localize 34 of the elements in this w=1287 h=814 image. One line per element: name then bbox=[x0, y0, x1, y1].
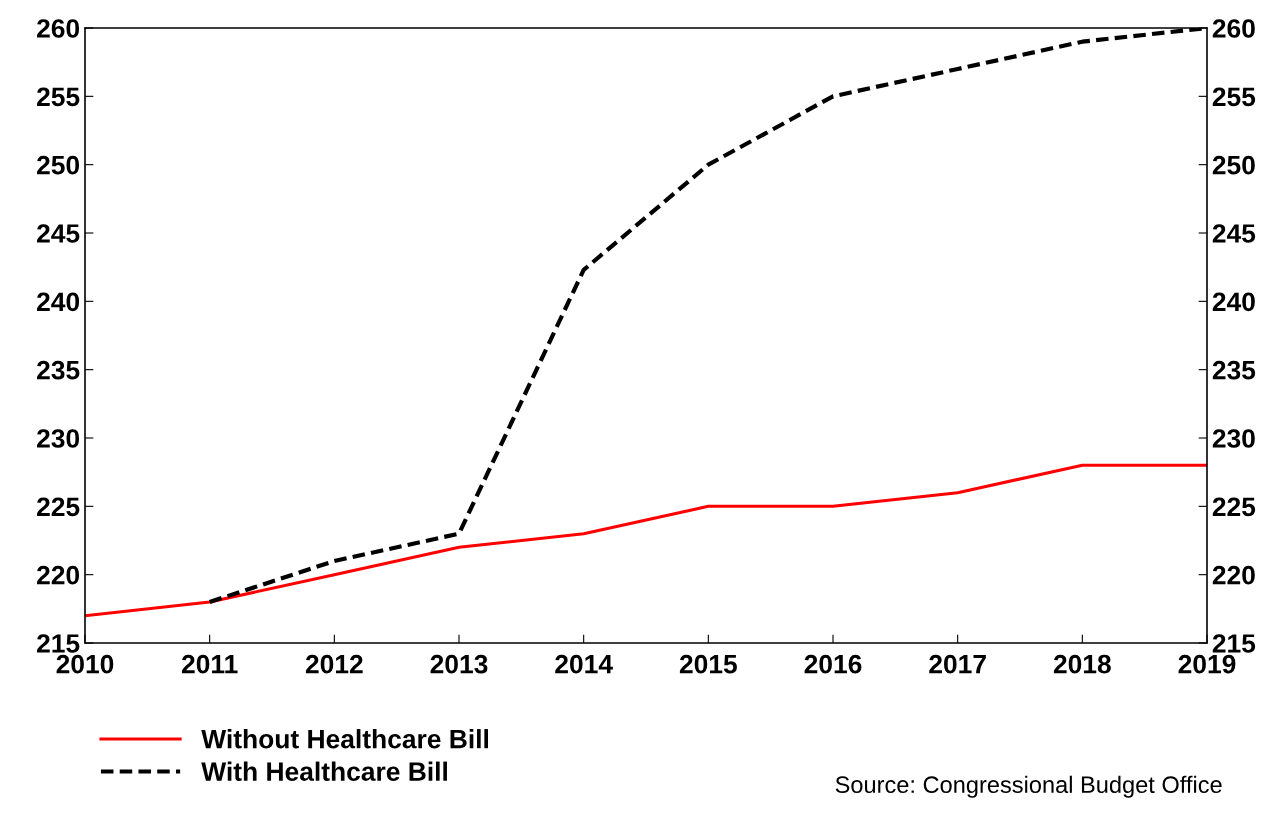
y2-tick-label: 245 bbox=[1212, 224, 1256, 243]
x-tick-label: 2019 bbox=[1178, 654, 1236, 674]
y-tick-label: 215 bbox=[37, 634, 80, 653]
x-tick-label: 2017 bbox=[929, 654, 986, 674]
y-tick-label: 255 bbox=[37, 87, 80, 107]
y-tick-label: 230 bbox=[37, 429, 80, 448]
y2-tick-label: 260 bbox=[1212, 19, 1255, 38]
source-note: Source: Congressional Budget Office bbox=[835, 775, 1222, 798]
y2-tick-label: 225 bbox=[1212, 497, 1256, 517]
x-tick-label: 2014 bbox=[555, 654, 613, 674]
legend-label: Without Healthcare Bill bbox=[201, 729, 488, 749]
x-tick-label: 2012 bbox=[305, 654, 363, 674]
y2-tick-label: 250 bbox=[1212, 155, 1255, 175]
y-tick-label: 240 bbox=[37, 292, 80, 312]
y-tick-label: 250 bbox=[37, 155, 80, 175]
x-tick-label: 2011 bbox=[181, 654, 238, 674]
x-tick-label: 2015 bbox=[679, 654, 737, 674]
y-tick-label: 225 bbox=[37, 497, 80, 517]
y-tick-label: 260 bbox=[37, 19, 80, 38]
y2-tick-label: 255 bbox=[1212, 87, 1256, 107]
line-series bbox=[85, 463, 1207, 618]
y2-tick-label: 240 bbox=[1212, 292, 1255, 312]
y2-tick-label: 215 bbox=[1212, 634, 1256, 653]
y-tick-label: 245 bbox=[37, 224, 80, 243]
x-tick-label: 2013 bbox=[430, 654, 488, 674]
y2-tick-label: 220 bbox=[1212, 565, 1255, 585]
y-tick-label: 220 bbox=[37, 565, 80, 585]
legend-label: With Healthcare Bill bbox=[201, 761, 447, 781]
y2-tick-label: 235 bbox=[1212, 360, 1256, 380]
x-tick-label: 2018 bbox=[1053, 654, 1111, 674]
y2-tick-label: 230 bbox=[1212, 429, 1255, 448]
x-tick-label: 2010 bbox=[56, 654, 114, 674]
y-tick-label: 235 bbox=[37, 360, 80, 380]
x-tick-label: 2016 bbox=[804, 654, 862, 674]
